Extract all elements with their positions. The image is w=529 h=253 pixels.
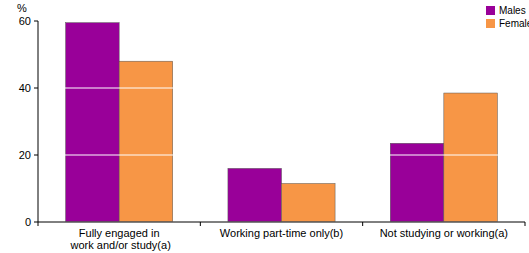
bar (444, 93, 498, 222)
y-tick (34, 88, 38, 89)
y-axis-label: % (17, 2, 27, 14)
y-tick (34, 21, 38, 22)
chart-root: 0 20 40 60% Fully engaged in work and/or stu… (0, 0, 529, 253)
x-tick (200, 222, 201, 226)
x-tick-label: Not studying or working(a) (380, 227, 508, 239)
legend: Males Females (486, 5, 529, 29)
y-tick-label: 20 (19, 149, 31, 161)
label-line: work and/or study(a) (68, 239, 171, 251)
y-axis-line (38, 21, 39, 222)
grid-line (38, 88, 525, 89)
chart-svg: 0 20 40 60% Fully engaged in work and/or stu… (0, 0, 529, 253)
label-line: Working part-time only(b) (220, 227, 343, 239)
axes: 0 20 40 60 (19, 15, 525, 228)
legend-swatch (486, 19, 495, 28)
x-tick-label: Working part-time only(b) (220, 227, 343, 239)
y-tick (34, 222, 38, 223)
bar (228, 168, 282, 222)
grid-line (38, 155, 525, 156)
legend-swatch (486, 6, 495, 15)
y-tick-label: 60 (19, 15, 31, 27)
legend-label: Females (499, 18, 529, 29)
y-tick (34, 155, 38, 156)
y-tick-label: 40 (19, 82, 31, 94)
grid (38, 21, 525, 222)
legend-label: Males (499, 5, 526, 16)
bar (282, 183, 336, 222)
grid-line (38, 222, 525, 223)
x-tick (362, 222, 363, 226)
label-line: Fully engaged in (79, 227, 160, 239)
bar (119, 61, 173, 222)
label-line: Not studying or working(a) (380, 227, 508, 239)
x-axis-line (38, 222, 525, 223)
y-tick-label: 0 (25, 216, 31, 228)
grid-line (38, 21, 525, 22)
x-tick (525, 222, 526, 226)
x-tick (38, 222, 39, 226)
bar (66, 23, 120, 222)
bars (66, 23, 498, 222)
x-tick-label: Fully engaged in work and/or study(a) (68, 227, 171, 251)
